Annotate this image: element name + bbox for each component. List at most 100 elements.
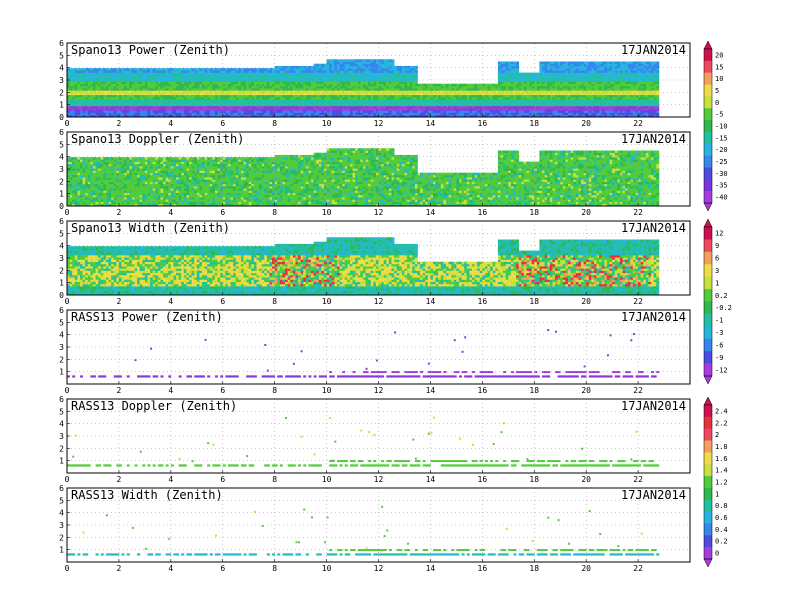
cell <box>355 68 359 71</box>
cell <box>580 88 584 91</box>
cell <box>606 88 610 91</box>
cell <box>531 105 535 109</box>
cell <box>583 90 587 93</box>
cell <box>399 112 403 116</box>
cell <box>253 114 257 118</box>
cell <box>217 110 221 113</box>
cell <box>497 68 501 71</box>
cell <box>108 92 112 96</box>
cell <box>308 72 312 76</box>
cell <box>243 83 247 87</box>
cell <box>253 68 257 71</box>
cell <box>238 112 242 116</box>
cell <box>124 114 128 118</box>
cell <box>612 63 616 67</box>
cell <box>464 114 468 118</box>
cell <box>199 110 203 113</box>
cell <box>586 92 590 96</box>
cell <box>401 70 405 73</box>
cell <box>103 97 107 100</box>
cell <box>222 70 226 73</box>
cell <box>165 112 169 116</box>
cell <box>308 77 312 80</box>
cell <box>586 110 590 113</box>
cell <box>100 101 104 104</box>
cell <box>261 90 265 93</box>
cell <box>391 92 395 96</box>
cell <box>448 85 452 89</box>
cell <box>308 65 312 69</box>
cell <box>490 83 494 87</box>
cell <box>370 92 374 96</box>
cell <box>349 59 353 62</box>
cell <box>630 103 634 107</box>
cell <box>365 97 369 100</box>
cell <box>285 79 289 82</box>
cell <box>199 88 203 91</box>
cell <box>531 103 535 107</box>
cell <box>181 79 185 82</box>
cell <box>253 112 257 116</box>
cell <box>344 61 348 65</box>
cell <box>251 90 255 93</box>
cell <box>217 77 221 80</box>
cell <box>194 83 198 87</box>
cell <box>645 85 649 89</box>
cell <box>111 68 115 71</box>
cell <box>183 94 187 98</box>
cell <box>331 81 335 84</box>
cell <box>404 92 408 96</box>
cell <box>113 92 117 96</box>
cell <box>137 85 141 89</box>
cell <box>427 99 431 102</box>
cell <box>362 103 366 107</box>
cell <box>277 74 281 78</box>
cell <box>433 101 437 104</box>
cell <box>74 94 78 98</box>
cell <box>347 85 351 89</box>
cell <box>549 114 553 118</box>
cell <box>526 97 530 100</box>
cell <box>632 65 636 69</box>
cell <box>134 101 138 104</box>
cell <box>479 103 483 107</box>
cell <box>303 99 307 102</box>
cell <box>619 83 623 87</box>
cell <box>282 114 286 118</box>
cell <box>251 110 255 113</box>
cell <box>212 70 216 73</box>
cell <box>399 83 403 87</box>
cell <box>412 81 416 84</box>
cell <box>142 77 146 80</box>
cell <box>484 103 488 107</box>
cell <box>599 65 603 69</box>
cell <box>547 97 551 100</box>
cell <box>593 77 597 80</box>
cell <box>129 83 133 87</box>
cell <box>640 79 644 82</box>
cell <box>165 101 169 104</box>
cell <box>355 99 359 102</box>
cell <box>168 99 172 102</box>
cell <box>645 79 649 82</box>
cell <box>599 97 603 100</box>
cell <box>513 114 517 118</box>
cell <box>204 97 208 100</box>
cell <box>336 68 340 71</box>
cell <box>313 85 317 89</box>
cell <box>497 79 501 82</box>
cell <box>518 88 522 91</box>
cell <box>549 74 553 78</box>
cell <box>570 90 574 93</box>
cell <box>155 94 159 98</box>
cell <box>479 94 483 98</box>
cell <box>643 92 647 96</box>
cell <box>144 88 148 91</box>
cell <box>381 81 385 84</box>
cell <box>336 112 340 116</box>
cell <box>575 77 579 80</box>
cell <box>279 65 283 69</box>
cell <box>108 77 112 80</box>
cell <box>95 88 99 91</box>
cell <box>381 85 385 89</box>
